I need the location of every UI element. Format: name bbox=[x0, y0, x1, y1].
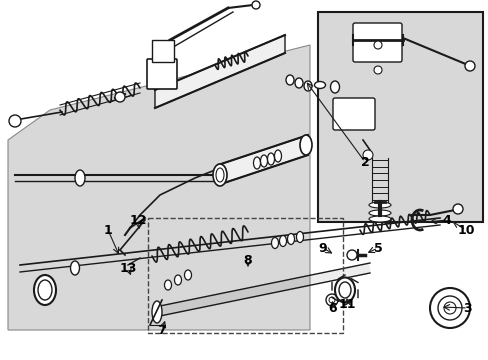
Ellipse shape bbox=[287, 234, 294, 244]
Ellipse shape bbox=[274, 150, 281, 162]
Text: 11: 11 bbox=[338, 298, 355, 311]
Ellipse shape bbox=[368, 210, 390, 216]
Circle shape bbox=[362, 150, 372, 160]
Polygon shape bbox=[155, 35, 285, 108]
Ellipse shape bbox=[267, 153, 274, 165]
Polygon shape bbox=[8, 45, 309, 330]
Text: 4: 4 bbox=[442, 213, 450, 226]
Bar bbox=[152, 40, 174, 62]
FancyBboxPatch shape bbox=[352, 23, 401, 62]
Ellipse shape bbox=[174, 275, 181, 285]
Text: 9: 9 bbox=[318, 242, 326, 255]
Ellipse shape bbox=[75, 170, 85, 186]
Text: 6: 6 bbox=[328, 302, 337, 315]
Text: 7: 7 bbox=[157, 324, 166, 337]
Ellipse shape bbox=[285, 75, 293, 85]
Circle shape bbox=[251, 1, 260, 9]
FancyBboxPatch shape bbox=[147, 59, 177, 89]
Text: 1: 1 bbox=[103, 224, 112, 237]
Ellipse shape bbox=[294, 78, 303, 88]
Ellipse shape bbox=[216, 168, 224, 182]
Ellipse shape bbox=[299, 135, 311, 155]
Ellipse shape bbox=[184, 270, 191, 280]
Ellipse shape bbox=[34, 275, 56, 305]
Ellipse shape bbox=[260, 155, 267, 167]
Text: 5: 5 bbox=[373, 242, 382, 255]
Text: 13: 13 bbox=[119, 261, 137, 274]
Circle shape bbox=[373, 41, 381, 49]
Bar bbox=[148, 218, 342, 333]
Text: 8: 8 bbox=[243, 253, 252, 266]
Circle shape bbox=[346, 250, 356, 260]
Ellipse shape bbox=[213, 164, 226, 186]
Circle shape bbox=[464, 61, 474, 71]
Text: 2: 2 bbox=[360, 156, 368, 168]
Circle shape bbox=[9, 115, 21, 127]
Bar bbox=[317, 12, 482, 222]
Ellipse shape bbox=[368, 216, 390, 222]
Ellipse shape bbox=[296, 231, 303, 243]
Ellipse shape bbox=[152, 301, 162, 323]
Ellipse shape bbox=[279, 235, 286, 247]
Ellipse shape bbox=[314, 81, 325, 89]
Ellipse shape bbox=[330, 81, 339, 93]
Ellipse shape bbox=[271, 238, 278, 248]
Circle shape bbox=[325, 294, 337, 306]
Circle shape bbox=[115, 92, 125, 102]
Circle shape bbox=[443, 302, 455, 314]
Text: 12: 12 bbox=[129, 213, 146, 226]
Text: 10: 10 bbox=[456, 224, 474, 237]
Ellipse shape bbox=[38, 280, 52, 300]
Circle shape bbox=[437, 296, 461, 320]
Polygon shape bbox=[218, 135, 307, 185]
FancyBboxPatch shape bbox=[332, 98, 374, 130]
Circle shape bbox=[373, 66, 381, 74]
Ellipse shape bbox=[304, 81, 311, 91]
Ellipse shape bbox=[368, 202, 390, 208]
Ellipse shape bbox=[334, 278, 354, 302]
Circle shape bbox=[452, 204, 462, 214]
Ellipse shape bbox=[70, 261, 80, 275]
Circle shape bbox=[429, 288, 469, 328]
Ellipse shape bbox=[164, 280, 171, 290]
Ellipse shape bbox=[253, 157, 260, 169]
Ellipse shape bbox=[338, 282, 350, 298]
Circle shape bbox=[328, 297, 334, 303]
Text: 3: 3 bbox=[463, 302, 471, 315]
